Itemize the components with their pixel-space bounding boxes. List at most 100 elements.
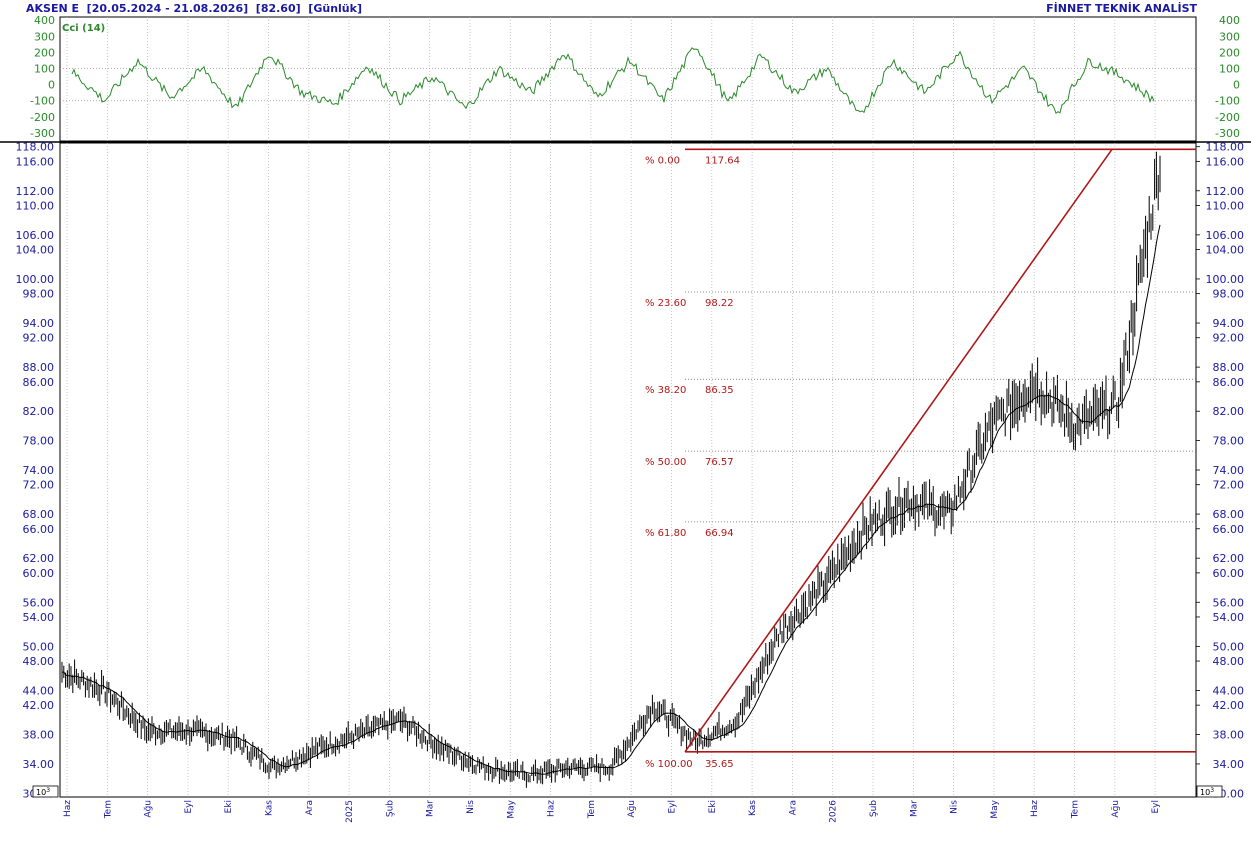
symbol-title: AKSEN E [20.05.2024 - 21.08.2026] [82.60… xyxy=(26,2,362,15)
indicator-label: Cci (14) xyxy=(62,23,105,34)
price-tick-left: 68.00 xyxy=(23,508,55,521)
month-label: Nis xyxy=(950,800,960,814)
price-tick-right: 92.00 xyxy=(1213,332,1245,345)
indicator-panel xyxy=(59,16,1197,142)
month-label: May xyxy=(506,799,516,818)
cci-tick-right: 0 xyxy=(1233,79,1240,92)
price-tick-right: 98.00 xyxy=(1213,288,1245,301)
cci-tick-left: 0 xyxy=(48,79,55,92)
price-tick-left: 38.00 xyxy=(23,729,55,742)
fib-value-label: 98.22 xyxy=(705,298,734,309)
price-tick-left: 54.00 xyxy=(23,611,55,624)
price-tick-right: 118.00 xyxy=(1206,141,1245,154)
fib-pct-label: % 100.00 xyxy=(645,759,693,770)
price-tick-right: 62.00 xyxy=(1213,552,1245,565)
price-tick-left: 106.00 xyxy=(16,229,55,242)
month-label: Eki xyxy=(224,800,234,813)
fib-pct-label: % 61.80 xyxy=(645,528,686,539)
cci-tick-left: -100 xyxy=(30,95,55,108)
cci-tick-right: -100 xyxy=(1215,95,1240,108)
price-tick-right: 82.00 xyxy=(1213,405,1245,418)
price-tick-left: 104.00 xyxy=(16,244,55,257)
cci-tick-left: -300 xyxy=(30,127,55,140)
cci-tick-right: -200 xyxy=(1215,111,1240,124)
price-tick-left: 74.00 xyxy=(23,464,55,477)
price-tick-left: 110.00 xyxy=(16,199,55,212)
price-tick-left: 118.00 xyxy=(16,141,55,154)
price-tick-right: 110.00 xyxy=(1206,199,1245,212)
app-brand: FİNNET TEKNİK ANALİST xyxy=(1046,2,1197,15)
price-tick-left: 48.00 xyxy=(23,655,55,668)
month-label: Haz xyxy=(547,800,557,817)
price-tick-right: 38.00 xyxy=(1213,729,1245,742)
month-label: Şub xyxy=(869,800,879,817)
price-tick-left: 116.00 xyxy=(16,155,55,168)
cci-tick-right: -300 xyxy=(1215,127,1240,140)
price-tick-right: 50.00 xyxy=(1213,640,1245,653)
moving-average-line xyxy=(61,224,1161,775)
price-tick-right: 100.00 xyxy=(1206,273,1245,286)
month-label: Nis xyxy=(466,800,476,814)
fib-pct-label: % 0.00 xyxy=(645,155,680,166)
month-label: Eyl xyxy=(668,800,678,814)
price-tick-right: 42.00 xyxy=(1213,699,1245,712)
price-tick-right: 88.00 xyxy=(1213,361,1245,374)
price-tick-right: 104.00 xyxy=(1206,244,1245,257)
price-tick-right: 94.00 xyxy=(1213,317,1245,330)
scale-label-right: 103 xyxy=(1200,787,1214,797)
chart-header: AKSEN E [20.05.2024 - 21.08.2026] [82.60… xyxy=(0,0,1251,18)
month-label: Kas xyxy=(265,800,275,816)
fib-value-label: 117.64 xyxy=(705,155,740,166)
month-label: Eki xyxy=(708,800,718,813)
month-label: Mar xyxy=(426,800,436,817)
fib-value-label: 35.65 xyxy=(705,759,734,770)
price-tick-left: 62.00 xyxy=(23,552,55,565)
month-label: Tem xyxy=(587,800,597,819)
cci-tick-left: 100 xyxy=(34,63,55,76)
fib-trend-line xyxy=(684,148,1113,753)
price-tick-right: 66.00 xyxy=(1213,523,1245,536)
price-tick-left: 44.00 xyxy=(23,684,55,697)
price-tick-left: 100.00 xyxy=(16,273,55,286)
price-tick-right: 48.00 xyxy=(1213,655,1245,668)
month-label: Tem xyxy=(103,800,113,819)
price-tick-left: 34.00 xyxy=(23,758,55,771)
cci-tick-left: 200 xyxy=(34,46,55,59)
price-panel xyxy=(59,142,1197,798)
month-label: 2026 xyxy=(829,800,839,823)
price-tick-left: 92.00 xyxy=(23,332,55,345)
fib-pct-label: % 50.00 xyxy=(645,457,686,468)
month-label: Mar xyxy=(909,800,919,817)
price-tick-right: 56.00 xyxy=(1213,596,1245,609)
fib-value-label: 66.94 xyxy=(705,528,734,539)
cci-tick-left: 300 xyxy=(34,30,55,43)
price-tick-left: 56.00 xyxy=(23,596,55,609)
price-tick-right: 86.00 xyxy=(1213,376,1245,389)
month-label: Kas xyxy=(748,800,758,816)
month-label: Şub xyxy=(385,800,395,817)
month-label: Ağu xyxy=(627,800,637,818)
month-label: Ağu xyxy=(144,800,154,818)
price-tick-right: 112.00 xyxy=(1206,185,1245,198)
cci-tick-left: -200 xyxy=(30,111,55,124)
price-tick-right: 60.00 xyxy=(1213,567,1245,580)
month-label: Ağu xyxy=(1111,800,1121,818)
cci-tick-right: 300 xyxy=(1219,30,1240,43)
fib-value-label: 76.57 xyxy=(705,457,734,468)
price-tick-right: 44.00 xyxy=(1213,684,1245,697)
price-tick-left: 72.00 xyxy=(23,479,55,492)
month-label: Tem xyxy=(1071,800,1081,819)
fib-pct-label: % 38.20 xyxy=(645,385,686,396)
price-tick-left: 60.00 xyxy=(23,567,55,580)
price-tick-right: 34.00 xyxy=(1213,758,1245,771)
price-tick-left: 86.00 xyxy=(23,376,55,389)
scale-label-left: 103 xyxy=(36,787,50,797)
price-tick-left: 94.00 xyxy=(23,317,55,330)
scale-box-right xyxy=(1196,785,1223,798)
price-tick-right: 116.00 xyxy=(1206,155,1245,168)
month-label: Eyl xyxy=(1151,800,1161,814)
price-tick-left: 82.00 xyxy=(23,405,55,418)
month-label: 2025 xyxy=(345,800,355,823)
price-tick-left: 78.00 xyxy=(23,435,55,448)
